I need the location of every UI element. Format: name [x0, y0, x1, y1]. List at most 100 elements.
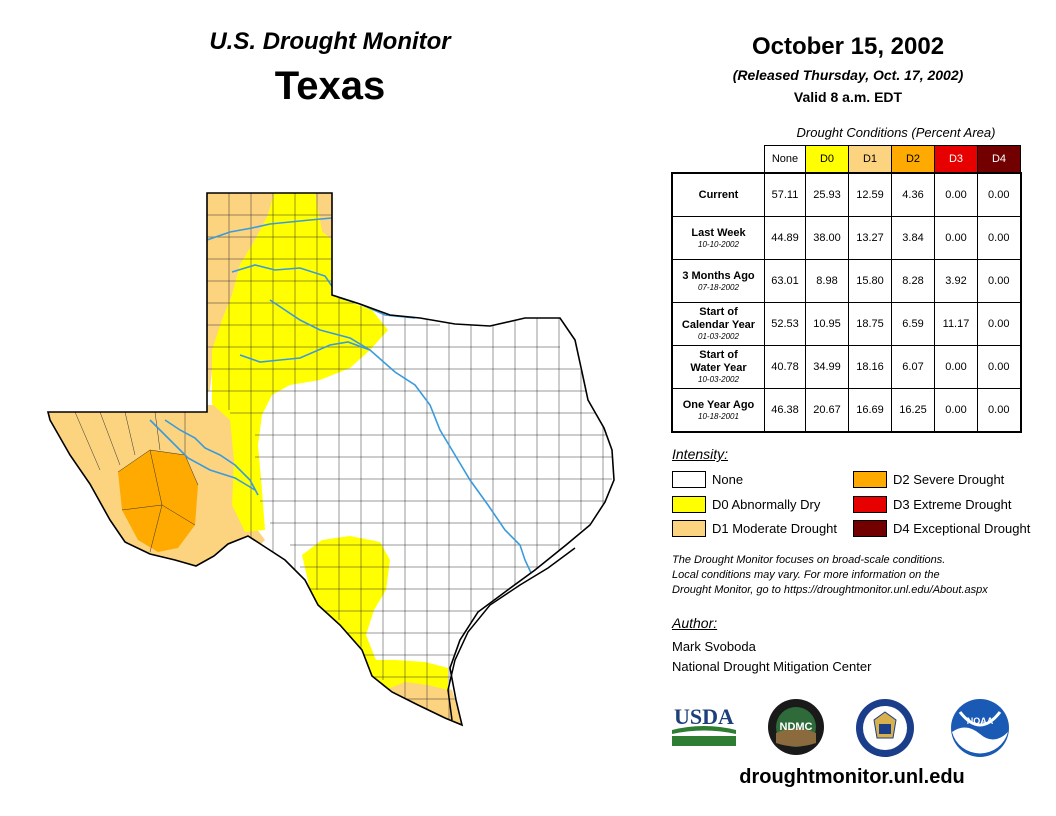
- cell-value: 8.28: [891, 259, 935, 303]
- cell-value: 25.93: [805, 172, 849, 217]
- d0-region-west: [212, 193, 388, 532]
- cell-value: 38.00: [805, 216, 849, 260]
- cell-value: 16.69: [848, 388, 892, 433]
- table-row: Start of Calendar Year 01-03-2002 52.53 10…: [671, 302, 1021, 346]
- cell-value: 8.98: [805, 259, 849, 303]
- author-block: Mark Svoboda National Drought Mitigation…: [672, 637, 871, 677]
- legend-heading: Intensity:: [672, 446, 729, 462]
- table-row: One Year Ago 10-18-2001 46.38 20.67 16.69…: [671, 388, 1021, 433]
- legend-item-d4: D4 Exceptional Drought: [853, 520, 1030, 537]
- cell-value: 3.92: [934, 259, 978, 303]
- cell-value: 34.99: [805, 345, 849, 389]
- cell-value: 44.89: [764, 216, 806, 260]
- cell-value: 18.75: [848, 302, 892, 346]
- cell-value: 46.38: [764, 388, 806, 433]
- barrier-islands: [447, 547, 576, 721]
- site-url[interactable]: droughtmonitor.unl.edu: [739, 766, 965, 788]
- cell-value: 20.67: [805, 388, 849, 433]
- cell-value: 16.25: [891, 388, 935, 433]
- swatch-d2: [853, 471, 887, 488]
- cell-value: 0.00: [934, 388, 978, 433]
- usda-logo: USDA: [672, 704, 736, 746]
- cell-value: 13.27: [848, 216, 892, 260]
- legend-item-none: None: [672, 471, 743, 488]
- col-none: None: [764, 145, 806, 174]
- ndmc-logo: NDMC: [768, 699, 824, 755]
- table-corner: [672, 146, 765, 174]
- commerce-seal-logo: [856, 699, 914, 757]
- cell-value: 10.95: [805, 302, 849, 346]
- swatch-d1: [672, 520, 706, 537]
- cell-value: 0.00: [934, 172, 978, 217]
- swatch-d0: [672, 496, 706, 513]
- col-d4: D4: [977, 145, 1021, 174]
- cell-value: 0.00: [977, 388, 1021, 433]
- svg-text:NDMC: NDMC: [780, 721, 813, 733]
- river-brazos: [269, 299, 533, 576]
- texas-outline: [46, 192, 615, 727]
- cell-value: 11.17: [934, 302, 978, 346]
- cell-value: 12.59: [848, 172, 892, 217]
- river-pecos: [164, 419, 259, 496]
- table-row: 3 Months Ago 07-18-2002 63.01 8.98 15.80 …: [671, 259, 1021, 303]
- cell-value: 0.00: [934, 216, 978, 260]
- table-row: Last Week 10-10-2002 44.89 38.00 13.27 3.…: [671, 216, 1021, 260]
- river-rio-grande: [149, 419, 256, 491]
- drought-conditions-table: None D0 D1 D2 D3 D4 Current 57.11 25.93 …: [671, 145, 1022, 433]
- row-label: Start of Water Year 10-03-2002: [671, 345, 765, 389]
- cell-value: 57.11: [764, 172, 806, 217]
- river-red: [231, 264, 416, 319]
- table-header-row: None D0 D1 D2 D3 D4: [672, 145, 1021, 174]
- map-title: U.S. Drought Monitor: [209, 28, 451, 55]
- cell-value: 0.00: [934, 345, 978, 389]
- disclaimer-note: The Drought Monitor focuses on broad-sca…: [672, 554, 988, 596]
- row-label: One Year Ago 10-18-2001: [671, 388, 765, 433]
- legend-item-d3: D3 Extreme Drought: [853, 496, 1012, 513]
- author-org: National Drought Mitigation Center: [672, 659, 872, 674]
- cell-value: 63.01: [764, 259, 806, 303]
- author-heading: Author:: [672, 615, 718, 631]
- cell-value: 4.36: [891, 172, 935, 217]
- cell-value: 18.16: [848, 345, 892, 389]
- table-row: Start of Water Year 10-03-2002 40.78 34.99…: [671, 345, 1021, 389]
- cell-value: 0.00: [977, 302, 1021, 346]
- legend-item-d2: D2 Severe Drought: [853, 471, 1004, 488]
- col-d3: D3: [934, 145, 978, 174]
- legend-item-d0: D0 Abnormally Dry: [672, 496, 820, 513]
- cell-value: 0.00: [977, 259, 1021, 303]
- release-date: (Released Thursday, Oct. 17, 2002): [732, 67, 964, 83]
- table-caption: Drought Conditions (Percent Area): [796, 125, 996, 140]
- map-date: October 15, 2002: [751, 33, 945, 60]
- cell-value: 0.00: [977, 172, 1021, 217]
- row-label: 3 Months Ago 07-18-2002: [671, 259, 765, 303]
- state-name: Texas: [274, 64, 386, 108]
- cell-value: 40.78: [764, 345, 806, 389]
- author-name: Mark Svoboda: [672, 639, 756, 654]
- col-d2: D2: [891, 145, 935, 174]
- cell-value: 3.84: [891, 216, 935, 260]
- svg-text:USDA: USDA: [674, 704, 734, 729]
- county-lines: [74, 193, 612, 720]
- row-label: Last Week 10-10-2002: [671, 216, 765, 260]
- cell-value: 6.59: [891, 302, 935, 346]
- svg-text:NOAA: NOAA: [967, 716, 994, 726]
- col-d1: D1: [848, 145, 892, 174]
- river-canadian: [206, 217, 333, 241]
- cell-value: 15.80: [848, 259, 892, 303]
- cell-value: 0.00: [977, 216, 1021, 260]
- row-label: Current: [671, 172, 765, 217]
- row-label: Start of Calendar Year 01-03-2002: [671, 302, 765, 346]
- texas-drought-map: [46, 192, 615, 727]
- river-colorado: [239, 341, 371, 363]
- legend-item-d1: D1 Moderate Drought: [672, 520, 837, 537]
- table-row: Current 57.11 25.93 12.59 4.36 0.00 0.00: [671, 172, 1021, 217]
- col-d0: D0: [805, 145, 849, 174]
- swatch-d4: [853, 520, 887, 537]
- swatch-d3: [853, 496, 887, 513]
- d0-region-south: [302, 536, 448, 692]
- rivers: [149, 217, 533, 576]
- d2-region-big-bend: [118, 450, 198, 552]
- texas-state-fill: [48, 193, 614, 725]
- cell-value: 6.07: [891, 345, 935, 389]
- cell-value: 52.53: [764, 302, 806, 346]
